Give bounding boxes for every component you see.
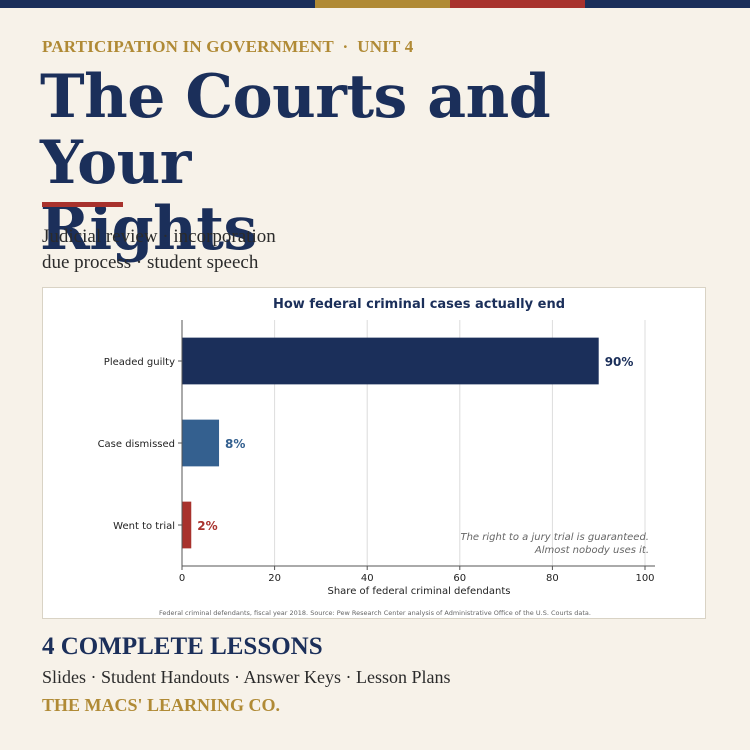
bar-pleaded-guilty — [182, 337, 599, 385]
subtitle: Judicial review · incorporation due proc… — [42, 224, 642, 276]
chart-annotation-line-2: Almost nobody uses it. — [534, 545, 649, 556]
chart-annotation-line-1: The right to a jury trial is guaranteed. — [460, 532, 649, 543]
title-underline — [42, 202, 123, 207]
chart-card: How federal criminal cases actually end … — [42, 287, 706, 619]
x-tick-label: 100 — [635, 573, 654, 584]
bar-case-dismissed — [182, 419, 220, 467]
x-tick-label: 40 — [361, 573, 374, 584]
value-labels: 90% 8% 2% — [197, 355, 633, 533]
y-tick-label: Case dismissed — [98, 439, 175, 450]
title-line-2: Rights — [40, 194, 257, 264]
top-bar-navy-end — [585, 0, 750, 8]
y-tick-label: Went to trial — [113, 521, 175, 532]
value-label: 90% — [605, 355, 634, 369]
chart-bars — [182, 337, 599, 549]
page-title: The Courts and Your Rights — [40, 64, 720, 262]
x-tick-label: 80 — [546, 573, 559, 584]
x-ticks: 0 20 40 60 80 100 — [179, 566, 655, 584]
x-tick-label: 20 — [268, 573, 281, 584]
chart-title: How federal criminal cases actually end — [273, 297, 565, 312]
y-labels: Pleaded guilty Case dismissed Went to tria… — [98, 357, 182, 532]
subtitle-line-1: Judicial review · incorporation — [42, 226, 276, 247]
x-tick-label: 60 — [453, 573, 466, 584]
title-line-1: The Courts and Your — [40, 62, 551, 198]
bar-went-to-trial — [182, 501, 192, 549]
y-tick-label: Pleaded guilty — [104, 357, 175, 368]
value-label: 8% — [225, 437, 245, 451]
lessons-title: 4 COMPLETE LESSONS — [42, 633, 323, 660]
top-bar-navy — [0, 0, 315, 8]
bar-chart: How federal criminal cases actually end … — [98, 297, 655, 617]
chart-source-note: Federal criminal defendants, fiscal year… — [159, 609, 591, 617]
subtitle-line-2: due process · student speech — [42, 252, 259, 273]
x-tick-label: 0 — [179, 573, 185, 584]
x-axis-label: Share of federal criminal defendants — [327, 586, 510, 597]
lessons-list: Slides · Student Handouts · Answer Keys … — [42, 667, 451, 687]
top-bar-gold — [315, 0, 450, 8]
value-label: 2% — [197, 519, 217, 533]
brand-name: THE MACS' LEARNING CO. — [42, 695, 281, 715]
unit-kicker: PARTICIPATION IN GOVERNMENT · UNIT 4 — [42, 37, 414, 56]
top-bar-red — [450, 0, 585, 8]
top-color-bar — [0, 0, 750, 8]
